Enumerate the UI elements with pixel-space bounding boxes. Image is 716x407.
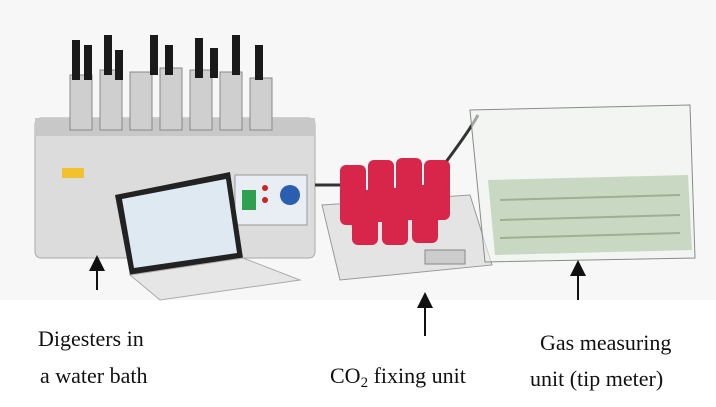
- label-subscript: 2: [361, 375, 369, 391]
- label-part: fixing unit: [368, 363, 466, 388]
- photo: [34, 35, 696, 301]
- label-line: unit (tip meter): [530, 366, 663, 391]
- label-part: CO: [330, 363, 361, 388]
- label: CO2 fixing unit: [330, 363, 466, 391]
- label-line: a water bath: [40, 363, 148, 388]
- label-line: Gas measuring: [540, 330, 671, 355]
- arrows: [89, 255, 586, 336]
- label-line: Digesters in: [38, 326, 144, 351]
